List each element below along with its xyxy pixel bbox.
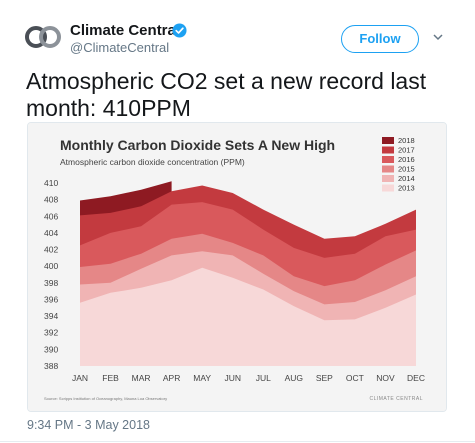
co2-area-chart: Monthly Carbon Dioxide Sets A New High A… [28,123,446,411]
legend-swatch-2016 [382,156,394,163]
tweet-timestamp[interactable]: 9:34 PM - 3 May 2018 [27,418,150,432]
legend-swatch-2018 [382,137,394,144]
y-tick-label: 398 [44,278,58,288]
x-tick-label: MAY [193,373,211,383]
x-tick-label: JAN [72,373,88,383]
chart-brand: CLIMATE CENTRAL [369,396,423,402]
x-tick-label: JUN [224,373,241,383]
y-tick-label: 390 [44,344,58,354]
x-tick-label: SEP [316,373,333,383]
legend-label-2014: 2014 [398,174,415,183]
x-tick-label: APR [163,373,180,383]
x-tick-label: DEC [407,373,425,383]
tweet-header: Climate Central @ClimateCentral Follow [0,0,475,62]
x-tick-label: MAR [132,373,151,383]
legend-label-2015: 2015 [398,165,415,174]
y-tick-label: 392 [44,328,58,338]
chevron-down-icon[interactable] [432,31,444,43]
plot-area: 388 390 392 394 396 398 400 402 404 406 408 410 JAN F… [44,178,425,383]
climate-central-logo-icon[interactable] [24,22,64,52]
divider [0,441,475,442]
x-tick-label: OCT [346,373,364,383]
chart-source: Source: Scripps Institution of Oceanogra… [44,396,167,401]
follow-button[interactable]: Follow [341,25,419,53]
y-tick-label: 406 [44,211,58,221]
legend-label-2018: 2018 [398,136,415,145]
author-handle[interactable]: @ClimateCentral [70,40,170,55]
x-tick-label: NOV [376,373,395,383]
y-tick-label: 408 [44,195,58,205]
y-tick-label: 396 [44,294,58,304]
x-tick-label: JUL [256,373,271,383]
series-area-2013 [80,267,416,366]
x-tick-label: FEB [102,373,119,383]
y-tick-label: 410 [44,178,58,188]
y-tick-label: 394 [44,311,58,321]
x-tick-label: AUG [285,373,303,383]
author-name[interactable]: Climate Central [70,22,181,39]
legend-swatch-2017 [382,146,394,154]
legend-label-2013: 2013 [398,184,415,193]
legend-swatch-2013 [382,184,394,192]
y-tick-label: 400 [44,261,58,271]
verified-badge-icon [172,23,187,38]
chart-subtitle: Atmospheric carbon dioxide concentration… [60,157,245,167]
legend-swatch-2014 [382,175,394,182]
y-tick-label: 404 [44,228,58,238]
chart-title: Monthly Carbon Dioxide Sets A New High [60,137,335,153]
legend-label-2017: 2017 [398,146,415,155]
legend-label-2016: 2016 [398,155,415,164]
y-tick-label: 388 [44,361,58,371]
chart-card[interactable]: Monthly Carbon Dioxide Sets A New High A… [27,122,447,412]
tweet-text: Atmospheric CO2 set a new record last mo… [26,68,427,121]
legend-swatch-2015 [382,165,394,173]
y-tick-label: 402 [44,245,58,255]
